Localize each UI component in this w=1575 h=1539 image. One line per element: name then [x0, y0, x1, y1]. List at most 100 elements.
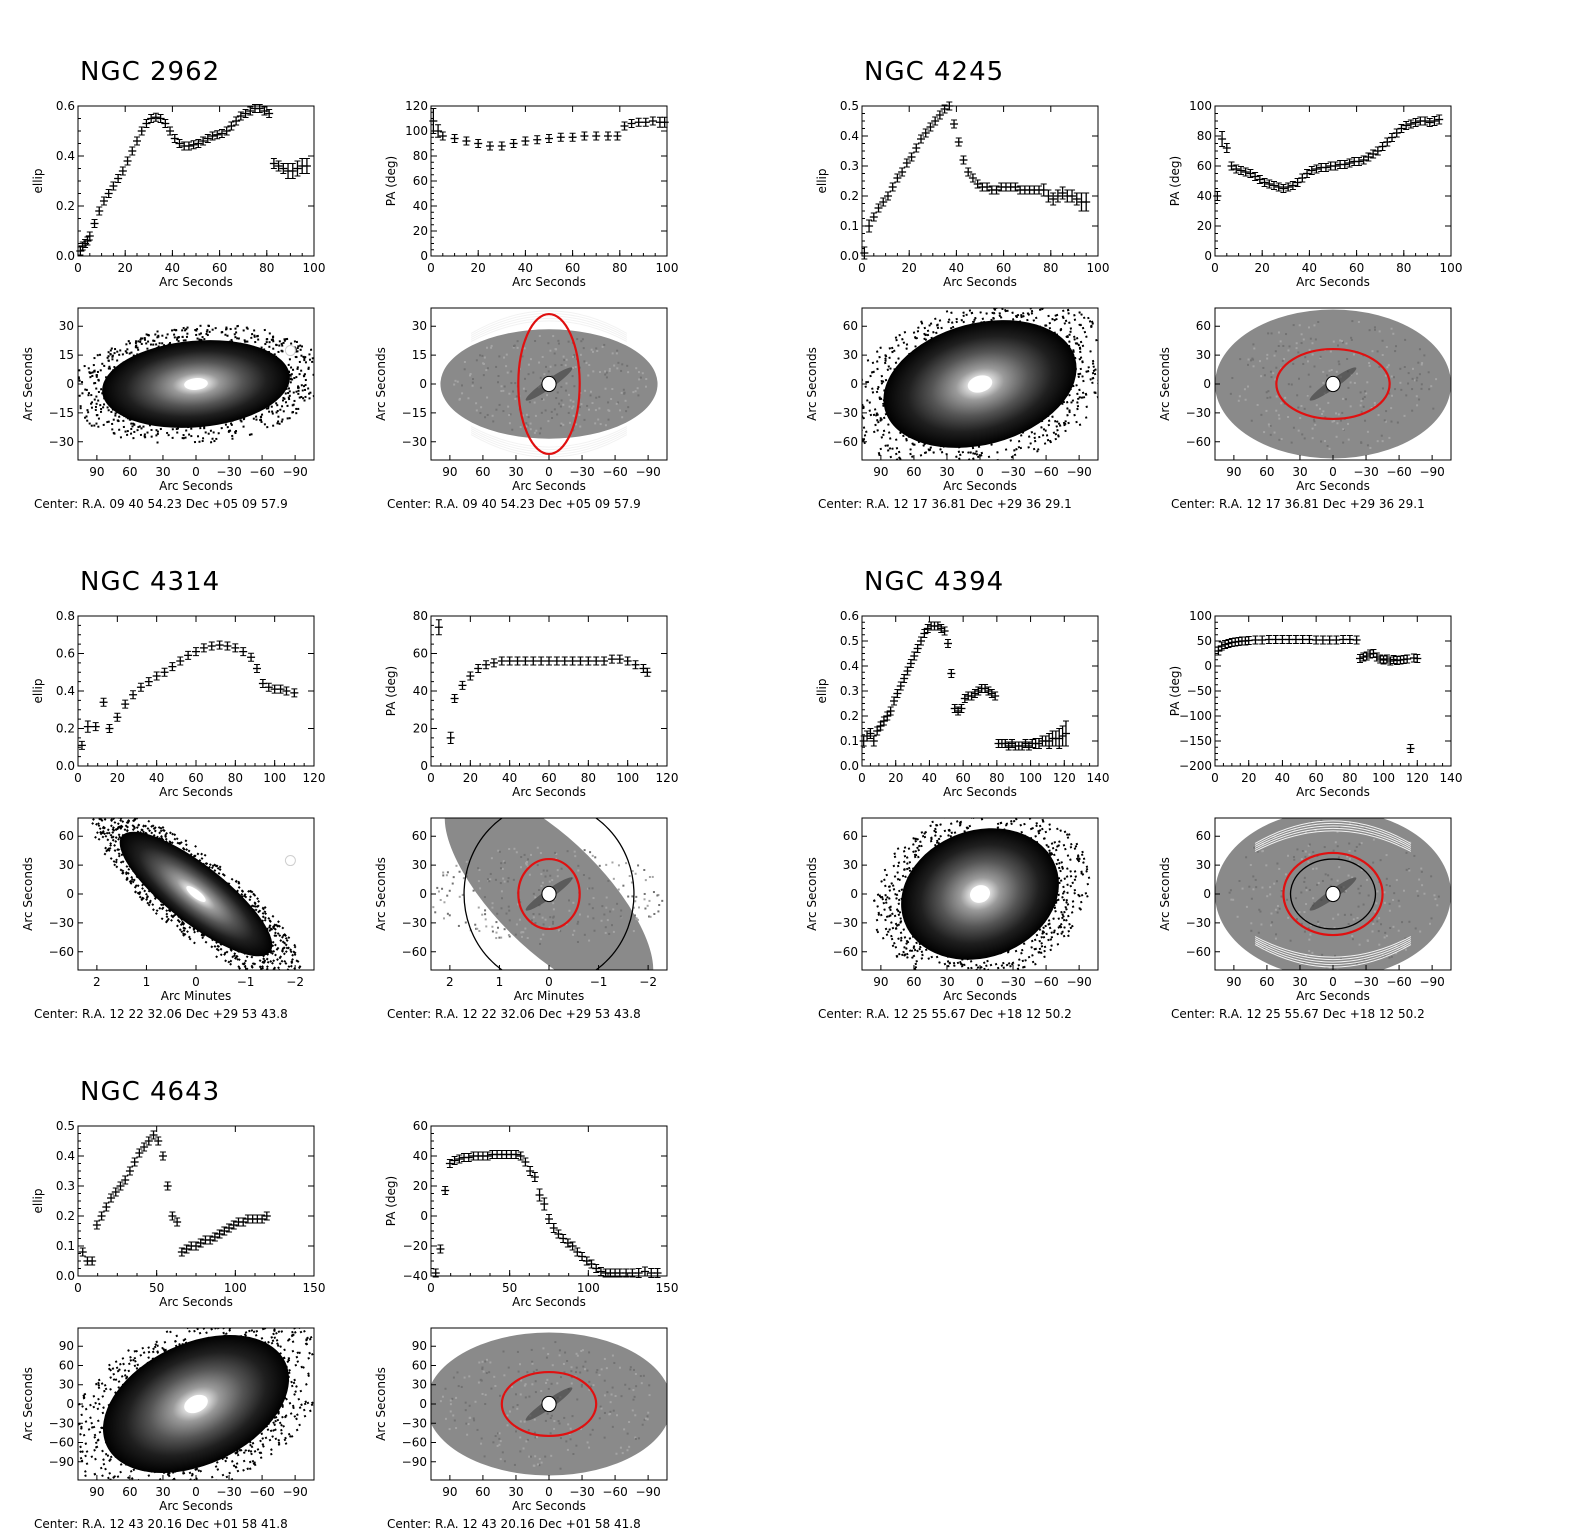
ellip-point — [207, 641, 216, 651]
noise-pixel — [877, 451, 881, 455]
noise-pixel — [159, 903, 163, 907]
texture-pixel — [1405, 394, 1408, 397]
pa-point — [604, 131, 612, 141]
ellip-point — [900, 674, 909, 683]
noise-pixel — [114, 836, 118, 839]
noise-pixel — [134, 884, 138, 888]
noise-pixel — [1069, 330, 1072, 333]
texture-pixel — [482, 362, 485, 365]
noise-pixel — [143, 435, 146, 438]
texture-pixel — [611, 861, 614, 864]
noise-pixel — [1078, 388, 1081, 392]
ellip-point — [913, 644, 922, 653]
texture-pixel — [479, 887, 482, 890]
ellip-ylabel: ellip — [31, 678, 45, 703]
texture-pixel — [1307, 373, 1310, 376]
noise-pixel — [247, 889, 250, 893]
noise-pixel — [271, 952, 274, 955]
noise-pixel — [131, 425, 134, 428]
noise-pixel — [321, 373, 323, 375]
noise-pixel — [258, 959, 262, 963]
noise-pixel — [1065, 401, 1069, 404]
noise-pixel — [980, 451, 984, 455]
texture-pixel — [595, 396, 598, 399]
noise-pixel — [287, 391, 290, 395]
texture-pixel — [1380, 434, 1383, 437]
noise-pixel — [972, 465, 974, 467]
texture-pixel — [1251, 357, 1254, 360]
pa-point — [580, 131, 589, 141]
noise-pixel — [220, 427, 223, 430]
noise-pixel — [117, 837, 120, 841]
noise-pixel — [161, 342, 164, 345]
texture-pixel — [1263, 431, 1266, 434]
texture-pixel — [513, 847, 516, 850]
texture-pixel — [638, 906, 641, 909]
texture-pixel — [1411, 388, 1414, 391]
texture-pixel — [540, 885, 543, 888]
texture-pixel — [643, 868, 646, 871]
ellip-point — [863, 730, 872, 742]
texture-pixel — [445, 874, 448, 877]
texture-pixel — [1288, 345, 1291, 348]
ellip-point — [964, 167, 973, 177]
noise-pixel — [107, 359, 110, 362]
texture-pixel — [544, 875, 547, 878]
noise-pixel — [159, 427, 162, 431]
noise-pixel — [1081, 326, 1085, 330]
texture-pixel — [1311, 437, 1314, 440]
noise-pixel — [229, 327, 232, 331]
texture-pixel — [606, 919, 609, 922]
texture-pixel — [601, 905, 604, 908]
texture-pixel — [446, 871, 449, 874]
noise-pixel — [259, 416, 262, 419]
texture-pixel — [509, 413, 512, 416]
noise-pixel — [185, 429, 188, 432]
noise-pixel — [932, 331, 935, 334]
texture-pixel — [1347, 422, 1350, 425]
ellip-point — [236, 111, 245, 121]
ellip-point — [258, 679, 267, 688]
residual-image-ylabel: Arc Seconds — [374, 347, 388, 421]
texture-pixel — [1342, 441, 1345, 444]
ellip-point — [917, 134, 925, 144]
pa-point — [509, 139, 518, 148]
noise-pixel — [1019, 446, 1023, 450]
texture-pixel — [490, 857, 493, 860]
noise-pixel — [144, 892, 148, 896]
pa-point — [533, 135, 542, 145]
noise-pixel — [151, 903, 155, 907]
noise-pixel — [858, 373, 860, 375]
noise-pixel — [234, 429, 238, 433]
texture-pixel — [1345, 398, 1348, 401]
galaxy-image-xtick-label: 0 — [192, 465, 200, 479]
texture-pixel — [1420, 363, 1423, 366]
pa-xlabel: Arc Seconds — [1296, 275, 1370, 289]
pa-point — [486, 141, 494, 151]
texture-pixel — [596, 350, 599, 353]
texture-pixel — [1300, 333, 1303, 336]
texture-pixel — [644, 385, 647, 388]
noise-pixel — [251, 962, 255, 965]
texture-pixel — [495, 365, 498, 368]
noise-pixel — [986, 466, 988, 468]
noise-pixel — [275, 402, 278, 405]
noise-pixel — [93, 398, 96, 401]
ellip-point — [890, 696, 899, 706]
noise-pixel — [116, 350, 119, 353]
noise-pixel — [182, 847, 186, 851]
pa-ytick-label: 80 — [1197, 129, 1212, 143]
ellip-ytick-label: 0.2 — [840, 189, 859, 203]
nucleus-residual — [1325, 375, 1341, 393]
texture-pixel — [1390, 420, 1393, 423]
residual-image-xtick-label: −90 — [1419, 465, 1444, 479]
ellip-ytick-label: 0.2 — [56, 722, 75, 736]
texture-pixel — [484, 909, 487, 912]
noise-pixel — [863, 434, 867, 437]
residual-image-xtick-label: 60 — [1259, 465, 1274, 479]
noise-pixel — [877, 420, 880, 424]
residual-image-xtick-label: −30 — [1353, 465, 1378, 479]
texture-pixel — [1322, 381, 1325, 384]
noise-pixel — [114, 412, 117, 415]
pa-ylabel: PA (deg) — [384, 156, 398, 206]
